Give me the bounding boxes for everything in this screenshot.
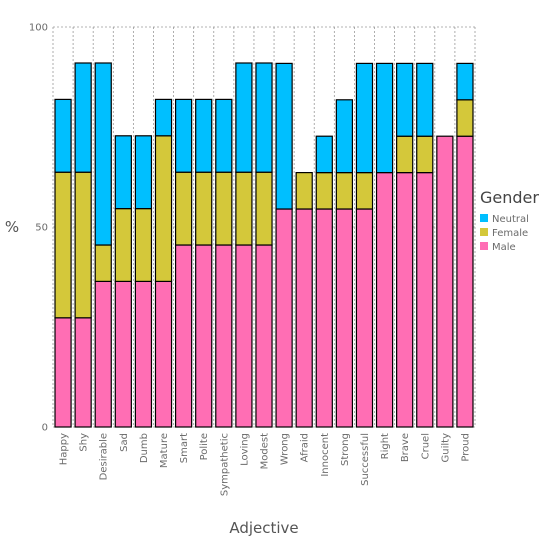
y-axis-label: % <box>5 218 19 236</box>
bar-mature-female <box>154 135 173 283</box>
x-tick-label: Brave <box>400 433 411 462</box>
bar-sympathetic-female <box>215 171 233 246</box>
bar-desirable-neutral <box>94 62 112 246</box>
bar-strong-female <box>335 172 354 210</box>
bar-dumb-male <box>134 280 153 428</box>
bar-successful-female <box>355 172 374 210</box>
bar-happy-neutral <box>54 98 72 173</box>
y-tick-label: 50 <box>35 223 48 234</box>
x-tick-label: Afraid <box>300 433 311 462</box>
bar-smart-female <box>174 171 193 246</box>
bar-mature-male <box>154 280 173 428</box>
legend-swatch-neutral <box>480 214 488 222</box>
x-tick-label: Dumb <box>139 433 150 463</box>
bar-brave-male <box>396 172 414 428</box>
grid <box>52 26 476 428</box>
legend-title: Gender <box>480 188 539 207</box>
bar-desirable-male <box>94 280 112 428</box>
bar-sad-male <box>114 280 132 428</box>
x-tick-label: Loving <box>239 433 250 466</box>
legend-label-female: Female <box>492 228 528 239</box>
x-tick-label: Right <box>380 433 391 459</box>
bar-loving-male <box>235 244 253 428</box>
bar-right-neutral <box>375 62 394 174</box>
bar-loving-female <box>235 171 253 246</box>
bar-cruel-neutral <box>416 62 434 137</box>
bar-guilty-male <box>436 135 454 428</box>
bar-dumb-female <box>134 208 153 283</box>
bar-sad-female <box>114 208 132 283</box>
bar-happy-female <box>54 171 72 319</box>
bar-modest-neutral <box>255 62 273 173</box>
bar-loving-neutral <box>235 62 253 173</box>
bar-wrong-neutral <box>275 62 293 210</box>
bar-brave-neutral <box>396 62 414 137</box>
x-tick-label: Mature <box>159 433 170 468</box>
bar-shy-female <box>74 171 92 319</box>
bars <box>54 62 474 428</box>
bar-proud-female <box>456 99 474 137</box>
bar-polite-neutral <box>195 98 213 173</box>
x-tick-label: Sad <box>119 433 130 452</box>
x-tick-label: Cruel <box>420 433 431 459</box>
legend-label-male: Male <box>492 242 516 253</box>
bar-sad-neutral <box>114 135 132 210</box>
x-tick-label: Polite <box>199 433 210 460</box>
bar-desirable-female <box>94 244 112 283</box>
legend: Gender Neutral Female Male <box>480 188 539 253</box>
x-tick-label: Modest <box>260 433 271 469</box>
bar-sympathetic-neutral <box>215 98 233 173</box>
bar-smart-male <box>174 244 193 428</box>
x-tick-label: Smart <box>179 433 190 463</box>
x-tick-label: Successful <box>360 433 371 486</box>
bar-wrong-male <box>275 208 293 428</box>
bar-dumb-neutral <box>134 135 153 210</box>
x-axis-label: Adjective <box>229 519 298 537</box>
bar-modest-female <box>255 171 273 246</box>
bar-innocent-neutral <box>315 135 333 174</box>
legend-label-neutral: Neutral <box>492 214 529 225</box>
x-axis-ticks: Happy Shy Desirable Sad Dumb Mature Smart Polit… <box>59 433 472 496</box>
y-tick-label: 0 <box>42 423 48 434</box>
x-tick-label: Proud <box>460 433 471 462</box>
x-tick-label: Desirable <box>99 433 110 480</box>
bar-innocent-female <box>315 172 333 210</box>
legend-swatch-female <box>480 228 488 236</box>
bar-smart-neutral <box>174 98 193 173</box>
bar-successful-male <box>355 208 374 428</box>
x-tick-label: Shy <box>79 433 90 452</box>
legend-swatch-male <box>480 242 488 250</box>
bar-proud-male <box>456 135 474 428</box>
bar-modest-male <box>255 244 273 428</box>
bar-cruel-female <box>416 135 434 174</box>
bar-shy-neutral <box>74 62 92 173</box>
bar-afraid-male <box>295 208 313 428</box>
bar-polite-male <box>195 244 213 428</box>
bar-happy-male <box>54 317 72 428</box>
bar-proud-neutral <box>456 62 474 101</box>
x-tick-label: Happy <box>59 433 70 465</box>
x-tick-label: Strong <box>340 433 351 466</box>
x-tick-label: Guilty <box>440 433 451 463</box>
y-axis-ticks: 0 50 100 <box>29 23 48 434</box>
bar-cruel-male <box>416 172 434 428</box>
bar-sympathetic-male <box>215 244 233 428</box>
bar-mature-neutral <box>154 98 173 137</box>
bar-polite-female <box>195 171 213 246</box>
x-tick-label: Innocent <box>320 433 331 477</box>
bar-strong-neutral <box>335 99 354 174</box>
x-tick-label: Sympathetic <box>219 433 230 496</box>
bar-strong-male <box>335 208 354 428</box>
y-tick-label: 100 <box>29 23 48 34</box>
bar-brave-female <box>396 135 414 174</box>
bar-right-male <box>375 172 394 428</box>
bar-afraid-female <box>295 172 313 210</box>
bar-shy-male <box>74 317 92 428</box>
x-tick-label: Wrong <box>280 433 291 465</box>
bar-successful-neutral <box>355 62 374 174</box>
bar-innocent-male <box>315 208 333 428</box>
